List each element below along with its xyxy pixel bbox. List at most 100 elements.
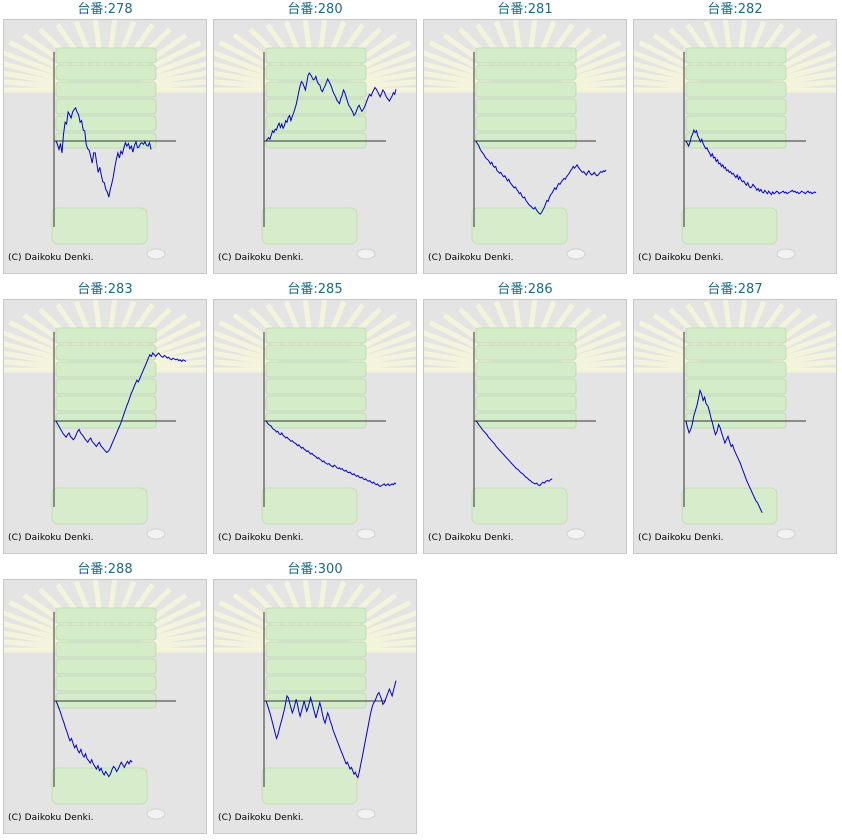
tray-shape (265, 395, 367, 412)
ray-shape (214, 359, 276, 370)
chart-panel: 台番:287 (C) Daikoku Denki. (630, 280, 840, 560)
tray-base-shape (471, 487, 568, 525)
ray-shape (4, 350, 68, 367)
tray-shape (685, 47, 787, 64)
tray-shape (265, 344, 367, 361)
coin-shape (566, 528, 586, 540)
chart-svg (214, 580, 416, 820)
chart-frame: (C) Daikoku Denki. (213, 579, 417, 834)
ray-shape (214, 61, 280, 84)
tray-base-shape (51, 767, 148, 805)
tray-shape (475, 344, 577, 361)
chart-panel: 台番:280 (C) Daikoku Denki. (210, 0, 420, 280)
ray-shape (4, 79, 66, 90)
series-line (475, 420, 553, 487)
tray-shape (475, 327, 577, 344)
series-line (55, 700, 133, 778)
chart-title[interactable]: 台番:285 (287, 282, 343, 297)
chart-svg (214, 20, 416, 260)
tray-shape (55, 98, 157, 115)
background-illustration (634, 20, 836, 260)
copyright-text: (C) Daikoku Denki. (218, 813, 304, 823)
ray-shape (424, 350, 488, 367)
chart-title[interactable]: 台番:286 (497, 282, 553, 297)
tray-shape (265, 81, 367, 98)
chart-title[interactable]: 台番:300 (287, 562, 343, 577)
background-illustration (634, 300, 836, 540)
chart-svg (4, 580, 206, 820)
copyright-text: (C) Daikoku Denki. (218, 253, 304, 263)
chart-panel: 台番:300 (C) Daikoku Denki. (210, 560, 420, 840)
tray-shape (685, 361, 787, 378)
background-illustration (4, 300, 206, 540)
ray-shape (634, 350, 698, 367)
ray-shape (4, 621, 70, 644)
ray-shape (774, 359, 836, 370)
series-line (55, 352, 187, 454)
tray-base-shape (261, 207, 358, 245)
chart-frame: (C) Daikoku Denki. (213, 299, 417, 554)
chart-svg (424, 20, 626, 260)
ray-shape (772, 350, 836, 367)
chart-svg (4, 300, 206, 540)
ray-shape (564, 359, 626, 370)
chart-title[interactable]: 台番:278 (77, 2, 133, 17)
ray-shape (4, 359, 66, 370)
tray-shape (55, 344, 157, 361)
chart-frame: (C) Daikoku Denki. (3, 19, 207, 274)
ray-shape (634, 79, 696, 90)
ray-shape (352, 350, 416, 367)
tray-shape (55, 641, 157, 658)
series-line (55, 106, 152, 198)
tray-shape (475, 47, 577, 64)
copyright-text: (C) Daikoku Denki. (428, 253, 514, 263)
chart-title[interactable]: 台番:280 (287, 2, 343, 17)
chart-frame: (C) Daikoku Denki. (3, 299, 207, 554)
ray-shape (214, 630, 278, 647)
chart-title[interactable]: 台番:287 (707, 282, 763, 297)
chart-panel: 台番:286 (C) Daikoku Denki. (420, 280, 630, 560)
ray-shape (144, 639, 206, 650)
tray-shape (265, 675, 367, 692)
ray-shape (564, 79, 626, 90)
tray-shape (55, 658, 157, 675)
ray-shape (352, 70, 416, 87)
coin-shape (146, 528, 166, 540)
tray-shape (55, 624, 157, 641)
tray-shape (685, 395, 787, 412)
tray-shape (265, 624, 367, 641)
tray-shape (685, 344, 787, 361)
series-line (265, 72, 397, 142)
background-illustration (214, 580, 416, 820)
chart-frame: (C) Daikoku Denki. (423, 19, 627, 274)
chart-title[interactable]: 台番:281 (497, 2, 553, 17)
chart-title[interactable]: 台番:282 (707, 2, 763, 17)
tray-shape (685, 115, 787, 132)
chart-frame: (C) Daikoku Denki. (633, 19, 837, 274)
tray-shape (685, 378, 787, 395)
ray-shape (772, 70, 836, 87)
chart-title[interactable]: 台番:283 (77, 282, 133, 297)
background-illustration (214, 20, 416, 260)
coin-shape (566, 248, 586, 260)
series-line (475, 140, 607, 215)
copyright-text: (C) Daikoku Denki. (8, 813, 94, 823)
ray-shape (354, 79, 416, 90)
tray-shape (265, 658, 367, 675)
tray-base-shape (261, 767, 358, 805)
tray-shape (475, 115, 577, 132)
tray-shape (55, 675, 157, 692)
chart-panel: 台番:282 (C) Daikoku Denki. (630, 0, 840, 280)
copyright-text: (C) Daikoku Denki. (8, 253, 94, 263)
ray-shape (144, 359, 206, 370)
chart-frame: (C) Daikoku Denki. (633, 299, 837, 554)
chart-frame: (C) Daikoku Denki. (423, 299, 627, 554)
tray-shape (685, 327, 787, 344)
tray-base-shape (261, 487, 358, 525)
coin-shape (776, 528, 796, 540)
chart-title[interactable]: 台番:288 (77, 562, 133, 577)
ray-shape (4, 630, 68, 647)
background-illustration (4, 580, 206, 820)
copyright-text: (C) Daikoku Denki. (428, 533, 514, 543)
coin-shape (146, 248, 166, 260)
